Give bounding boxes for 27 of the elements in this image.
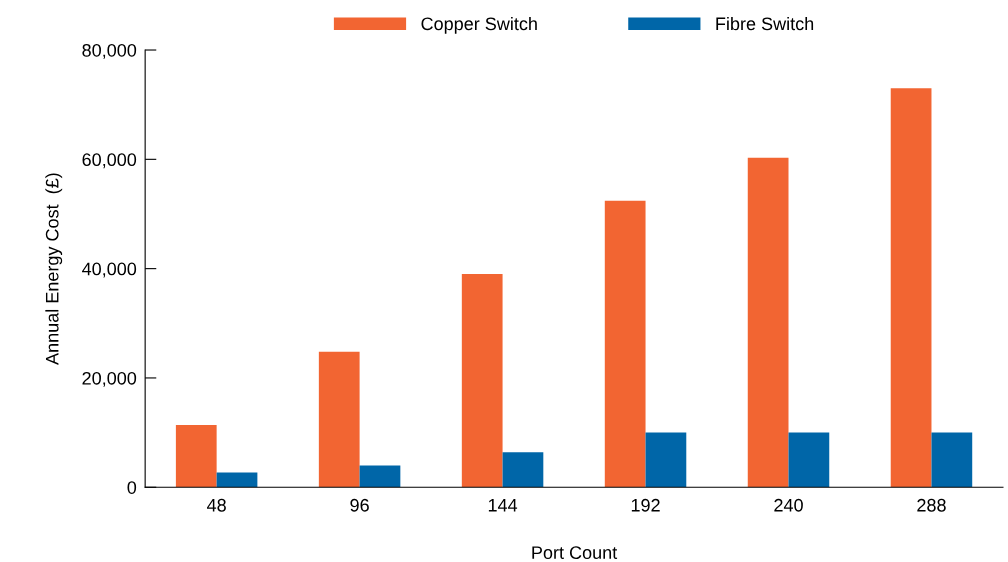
bar [645,432,687,488]
bar [359,465,401,488]
bar [216,472,258,488]
x-tick-label: 144 [488,499,518,512]
y-tick-label: 20,000 [82,371,137,387]
x-tick-label: 288 [917,498,946,512]
x-axis-title: Port Count [532,546,618,560]
bar [931,432,973,488]
bar [890,88,932,488]
bar [747,157,789,488]
bar [461,274,503,488]
x-tick-label: 192 [631,498,660,512]
y-tick-label: 0 [127,481,137,494]
y-axis-title: Annual Energy Cost (£) [45,173,63,365]
bar [604,200,646,488]
y-tick-label: 80,000 [82,43,137,59]
y-tick-label: 40,000 [82,262,137,278]
x-tick-label: 240 [774,498,803,512]
x-tick-label: 96 [350,498,369,512]
bar [175,424,217,488]
bar [788,432,830,488]
y-tick-label: 60,000 [82,153,137,169]
bar [318,351,360,488]
legend-label: Fibre Switch [716,16,814,31]
legend-label: Copper Switch [421,16,537,34]
bar [502,452,544,488]
x-tick-label: 48 [207,498,226,512]
